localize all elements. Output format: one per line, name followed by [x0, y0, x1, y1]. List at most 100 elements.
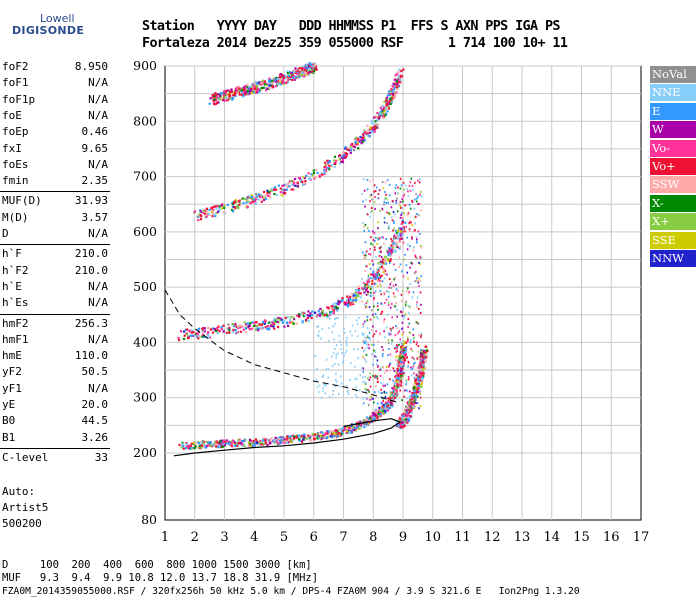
echo-point [337, 432, 340, 435]
echo-point [287, 79, 290, 82]
echo-point [369, 131, 372, 134]
echo-point [205, 212, 208, 215]
echo-point [365, 360, 367, 363]
echo-point [306, 317, 309, 320]
echo-point [424, 352, 427, 355]
echo-point [192, 331, 195, 334]
echo-point [261, 79, 265, 82]
echo-point [293, 71, 296, 74]
echo-point [406, 248, 409, 251]
echo-point [365, 390, 367, 393]
echo-point [404, 221, 407, 224]
echo-point [235, 443, 239, 446]
echo-point [385, 96, 389, 99]
echo-point [382, 106, 386, 109]
echo-point [396, 246, 399, 249]
echo-point [247, 325, 250, 328]
echo-point [399, 230, 403, 233]
echo-point [398, 422, 401, 425]
echo-point [418, 178, 421, 181]
echo-point [404, 302, 407, 305]
echo-point [354, 330, 357, 333]
echo-point [281, 188, 284, 192]
y-tick-label: 900 [133, 58, 157, 73]
echo-point [417, 350, 419, 353]
echo-point [377, 380, 379, 383]
echo-point [381, 207, 383, 210]
param-label: MUF(D) [2, 194, 42, 208]
echo-point [399, 418, 402, 421]
echo-point [234, 444, 237, 447]
echo-point [252, 196, 255, 199]
echo-point [365, 422, 368, 425]
echo-point [374, 115, 377, 118]
echo-point [297, 434, 300, 437]
echo-point [238, 87, 241, 90]
echo-point [321, 432, 325, 435]
echo-point [271, 324, 274, 327]
echo-point [392, 284, 395, 287]
echo-point [374, 313, 377, 316]
echo-point [383, 112, 386, 115]
echo-point [191, 334, 194, 337]
echo-point [185, 328, 189, 331]
echo-point [377, 112, 380, 115]
echo-point [419, 193, 421, 196]
echo-point [369, 419, 372, 422]
echo-point [390, 401, 393, 404]
echo-point [349, 145, 352, 148]
echo-point [411, 367, 414, 370]
echo-point [203, 209, 206, 212]
echo-point [395, 241, 397, 244]
echo-point [366, 346, 369, 349]
echo-point [375, 355, 377, 358]
echo-point [259, 443, 262, 446]
echo-point [367, 377, 369, 380]
echo-point [374, 120, 377, 123]
echo-point [287, 324, 290, 327]
echo-point [380, 274, 383, 277]
echo-point [382, 399, 385, 402]
echo-point [414, 254, 416, 257]
echo-point [423, 366, 426, 369]
echo-point [369, 339, 371, 342]
echo-point [350, 431, 353, 434]
echo-point [262, 86, 265, 89]
echo-point [386, 179, 389, 182]
echo-point [393, 220, 395, 223]
echo-point [407, 212, 410, 215]
echo-point [380, 256, 383, 259]
echo-point [377, 123, 380, 126]
echo-point [283, 76, 286, 79]
echo-point [318, 391, 320, 394]
echo-point [376, 412, 379, 415]
echo-point [415, 391, 418, 393]
echo-point [392, 394, 395, 398]
echo-point [363, 282, 365, 285]
echo-point [237, 442, 240, 445]
echo-point [385, 112, 388, 115]
echo-point [213, 205, 216, 208]
echo-point [407, 322, 410, 325]
echo-point [366, 250, 368, 253]
echo-point [298, 315, 301, 318]
echo-point [216, 101, 219, 104]
echo-point [306, 74, 309, 77]
echo-point [308, 62, 311, 65]
echo-point [378, 273, 381, 276]
param-label: foF1p [2, 92, 36, 106]
echo-point [341, 155, 344, 158]
echo-point [411, 356, 414, 359]
echo-point [213, 328, 216, 331]
echo-point [323, 173, 326, 176]
echo-point [364, 336, 366, 339]
echo-point [395, 230, 397, 232]
echo-point [353, 348, 355, 351]
echo-point [273, 188, 276, 191]
echo-point [270, 189, 273, 192]
echo-point [381, 181, 384, 184]
echo-point [366, 227, 369, 230]
echo-point [336, 435, 339, 438]
echo-point [293, 76, 296, 80]
echo-point [335, 356, 337, 359]
